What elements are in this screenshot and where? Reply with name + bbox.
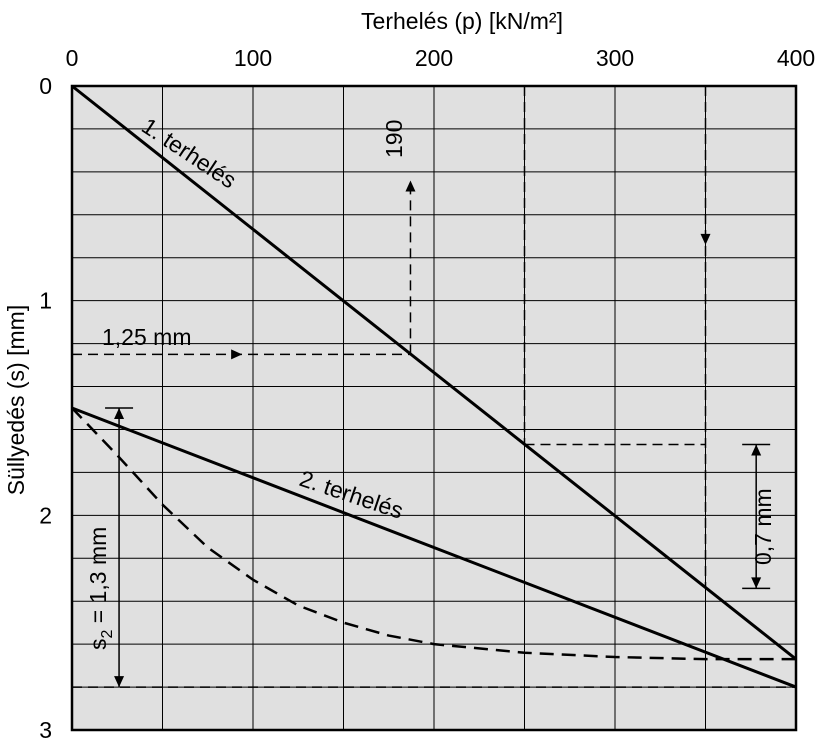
series-line-1 <box>71 84 797 661</box>
x-axis-title: Terhelés (p) [kN/m²] <box>361 8 563 34</box>
series-line-3 <box>71 407 796 661</box>
dimension-0-7-arrow-top <box>751 444 762 456</box>
x-tick-label: 0 <box>66 45 79 71</box>
annotation-190: 190 <box>381 120 407 158</box>
arrow-1-25-mm <box>231 349 243 360</box>
x-tick-label: 300 <box>596 45 634 71</box>
arrow-190 <box>405 180 416 192</box>
y-axis-title: Süllyedés (s) [mm] <box>3 305 29 495</box>
annotation-0-7-mm: 0,7 mm <box>750 488 776 565</box>
y-tick-label: 0 <box>39 73 52 99</box>
annotation-s2-subscript: 2 <box>99 630 116 639</box>
plot-frame <box>70 84 798 732</box>
x-tick-label: 400 <box>777 45 815 71</box>
dimension-0-7-arrow-bottom <box>751 577 762 589</box>
annotation-s2-rest: = 1,3 mm <box>85 527 111 630</box>
arrow-350-down <box>700 233 711 245</box>
dimension-s2-arrow-top <box>114 408 125 419</box>
dimension-s2-arrow-bottom <box>114 676 125 688</box>
annotation-s2-1-3-mm: s2 = 1,3 mm <box>85 527 116 650</box>
y-tick-label: 2 <box>39 502 52 528</box>
y-tick-label: 1 <box>39 288 52 314</box>
annotation-1-25-mm: 1,25 mm <box>102 324 191 350</box>
y-tick-label: 3 <box>39 717 52 743</box>
annotation-s2-main: s <box>85 639 111 651</box>
x-tick-label: 200 <box>415 45 453 71</box>
x-tick-label: 100 <box>234 45 272 71</box>
series-line-2 <box>71 406 797 689</box>
